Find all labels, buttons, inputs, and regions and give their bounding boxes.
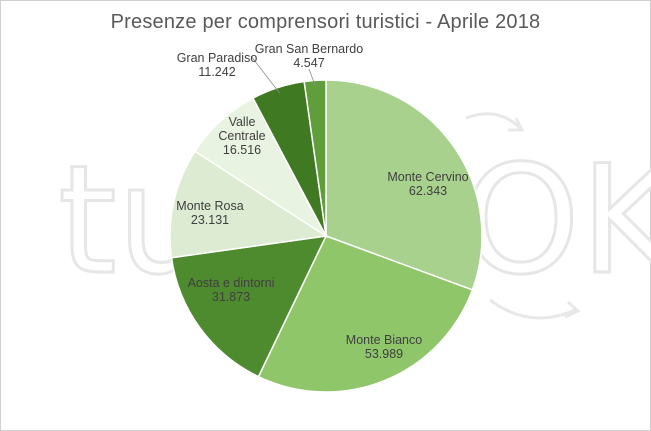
slice-value-text: 16.516 <box>223 143 261 157</box>
slice-value-text: 11.242 <box>198 65 235 79</box>
slice-name-text: Monte Bianco <box>346 333 422 347</box>
slice-label: Monte Cervino 62.343 <box>387 170 468 198</box>
pie-slice-monte-cervino <box>325 79 483 291</box>
pie-slices <box>169 79 483 393</box>
slice-label: Monte Bianco 53.989 <box>346 333 422 361</box>
slice-label: Gran San Bernardo 4.547 <box>255 42 363 70</box>
pie-slice-aosta-e-dintorni <box>170 235 328 378</box>
leader-line <box>308 68 316 87</box>
watermark-text-right: OK <box>462 134 651 308</box>
slice-value-text: 23.131 <box>191 213 229 227</box>
slice-name-text: Monte Cervino <box>387 170 468 184</box>
slice-label: Valle Centrale 16.516 <box>218 115 265 157</box>
slice-name-text: Gran San Bernardo <box>255 42 363 56</box>
watermark: tu OK <box>57 112 651 320</box>
slice-name-text: Aosta e dintorni <box>188 276 275 290</box>
pie-labels: Monte Cervino 62.343 Monte Bianco 53.989 Aos… <box>176 42 468 361</box>
slice-value-text: 4.547 <box>293 56 324 70</box>
slice-label: Gran Paradiso 11.242 <box>177 51 258 79</box>
slice-label: Monte Rosa 23.131 <box>176 199 243 227</box>
slice-name-text: Centrale <box>218 129 265 143</box>
slice-name-text: Monte Rosa <box>176 199 243 213</box>
slice-name-text: Gran Paradiso <box>177 51 258 65</box>
slice-value-text: 31.873 <box>212 290 250 304</box>
pie-slice-gran-san-bernardo <box>303 79 327 237</box>
leader-line <box>250 55 281 94</box>
watermark-arrows-icon <box>465 112 581 320</box>
leader-lines <box>250 55 316 94</box>
pie-slice-monte-rosa <box>169 150 329 259</box>
slice-label: Aosta e dintorni 31.873 <box>188 276 275 304</box>
slice-value-text: 62.343 <box>409 184 447 198</box>
slice-name-text: Valle <box>229 115 256 129</box>
chart-title: Presenze per comprensori turistici - Apr… <box>110 11 541 33</box>
pie-slice-monte-bianco <box>257 235 474 393</box>
slice-value-text: 53.989 <box>365 347 403 361</box>
